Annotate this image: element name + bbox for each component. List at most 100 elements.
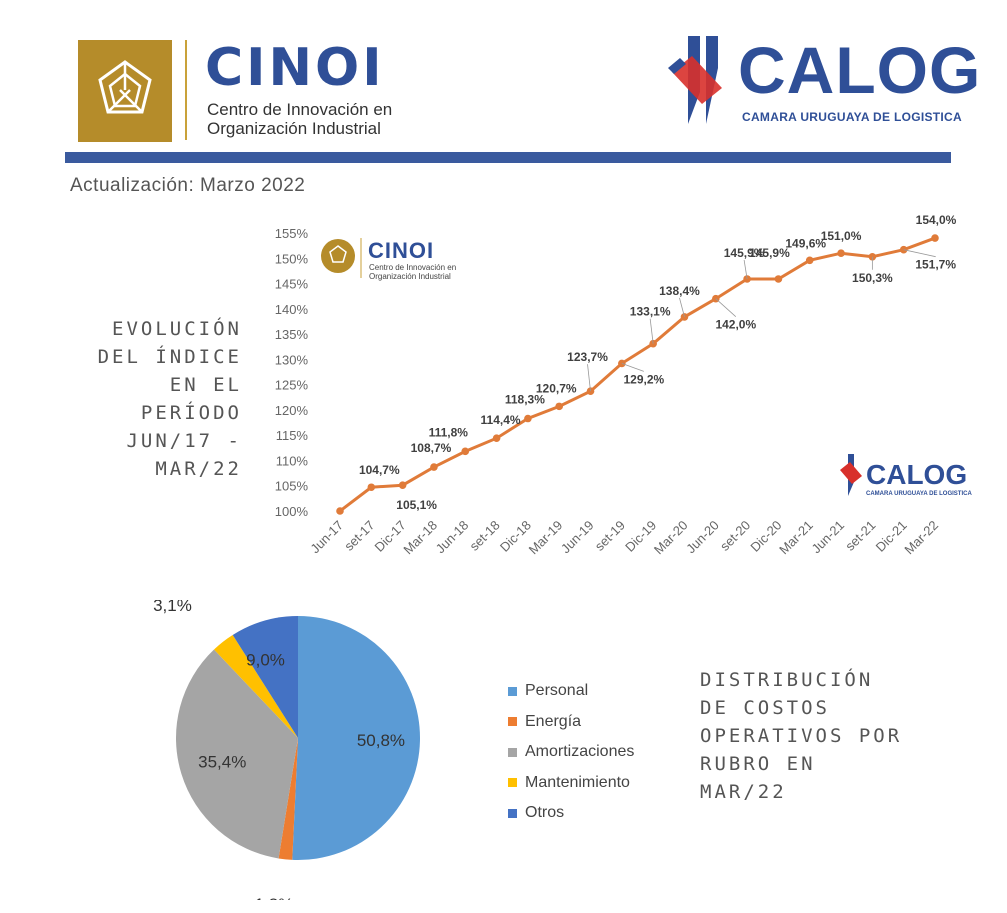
- line-point: [649, 339, 657, 348]
- line-title-line: DEL ÍNDICE: [97, 346, 242, 368]
- watermark-cinoi-name: CINOI: [368, 238, 434, 263]
- legend-label: Personal: [525, 682, 589, 700]
- data-label: 114,4%: [481, 413, 521, 427]
- legend-item: Energía: [508, 707, 634, 738]
- watermark-calog-icon-mark: [840, 462, 862, 484]
- pie-title-line: DE COSTOS: [700, 697, 830, 719]
- line-series: [339, 236, 936, 513]
- data-label: 154,0%: [916, 213, 957, 227]
- data-label-leader: [743, 259, 748, 280]
- data-label-leader: [587, 364, 591, 392]
- data-label: 151,0%: [821, 229, 862, 243]
- line-point: [492, 434, 501, 443]
- pie-slice: [292, 616, 421, 860]
- x-tick-label: set-21: [842, 518, 878, 554]
- y-tick-label: 155%: [275, 226, 309, 241]
- legend-label: Energía: [525, 712, 582, 730]
- y-tick-label: 115%: [276, 428, 309, 443]
- pie-slice: [213, 634, 298, 738]
- pie-chart-title: DISTRIBUCIÓN DE COSTOS OPERATIVOS POR RU…: [700, 666, 902, 806]
- line-point: [931, 234, 939, 242]
- x-tick-label: Mar-19: [526, 518, 566, 558]
- cinoi-subtitle-line2: Organización Industrial: [207, 119, 381, 138]
- calog-logo-icon: [668, 36, 722, 124]
- y-tick-label: 130%: [275, 352, 309, 367]
- x-tick-label: set-18: [467, 518, 503, 554]
- watermark-cinoi-icon: [321, 239, 355, 273]
- y-tick-label: 105%: [275, 479, 309, 494]
- line-point: [837, 249, 845, 258]
- watermark-cinoi-sub2: Organización Industrial: [369, 272, 451, 281]
- data-label-leader: [649, 318, 654, 344]
- legend-item: Amortizaciones: [508, 737, 634, 768]
- x-tick-label: Jun-21: [808, 518, 847, 557]
- data-label: 145,9%: [724, 246, 765, 260]
- data-label: 142,0%: [715, 318, 756, 332]
- data-label: 150,3%: [852, 271, 893, 285]
- y-tick-label: 125%: [275, 378, 309, 393]
- legend-swatch: [508, 808, 517, 818]
- pie-chart: 50,8% 1,8% 35,4% 3,1% 9,0%: [153, 600, 421, 900]
- watermark-cinoi-sub1: Centro de Innovación en: [369, 263, 456, 272]
- x-tick-label: set-17: [341, 518, 377, 554]
- line-point: [398, 481, 407, 490]
- update-date: Actualización: Marzo 2022: [70, 175, 306, 196]
- legend-swatch: [508, 717, 517, 727]
- pie-value-label: 9,0%: [246, 651, 285, 670]
- pie-title-line: RUBRO EN: [700, 753, 816, 775]
- line-point: [555, 402, 564, 411]
- line-point: [461, 447, 470, 456]
- calog-name: CALOG: [738, 33, 982, 107]
- y-tick-label: 145%: [275, 277, 309, 292]
- pie-value-label: 50,8%: [357, 731, 405, 750]
- data-label: 118,3%: [505, 393, 545, 407]
- x-tick-label: set-20: [717, 518, 753, 554]
- legend-swatch: [508, 778, 517, 788]
- pie-legend: Personal Energía Amortizaciones Mantenim…: [508, 676, 634, 829]
- data-label: 145,9%: [749, 246, 790, 260]
- calog-subtitle: CAMARA URUGUAYA DE LOGISTICA: [742, 110, 962, 124]
- legend-item: Personal: [508, 676, 634, 707]
- line-title-line: EN EL: [169, 374, 242, 396]
- line-point: [743, 275, 751, 283]
- line-point: [367, 483, 376, 492]
- legend-swatch: [508, 747, 517, 757]
- line-point: [524, 414, 532, 423]
- line-point: [336, 507, 344, 515]
- data-label-leader: [903, 249, 936, 258]
- line-point: [774, 275, 783, 283]
- data-label: 105,1%: [396, 498, 437, 512]
- line-title-line: EVOLUCIÓN: [112, 318, 242, 340]
- legend-label: Otros: [525, 804, 565, 822]
- line-chart: CINOI Centro de Innovación en Organizaci…: [275, 213, 973, 558]
- line-chart-title: EVOLUCIÓN DEL ÍNDICE EN EL PERÍODO JUN/1…: [98, 315, 242, 483]
- watermark-cinoi-icon-mark: [329, 245, 347, 263]
- legend-label: Amortizaciones: [525, 743, 635, 761]
- cinoi-subtitle: Centro de Innovación en Organización Ind…: [207, 100, 392, 138]
- data-label-leader: [621, 363, 644, 372]
- y-tick-label: 120%: [275, 403, 309, 418]
- legend-label: Mantenimiento: [525, 773, 630, 791]
- legend-item: Mantenimiento: [508, 768, 634, 799]
- data-label: 120,7%: [536, 381, 577, 395]
- data-label: 111,8%: [429, 425, 469, 439]
- x-tick-label: Jun-18: [433, 518, 472, 557]
- pie-title-line: OPERATIVOS POR: [700, 725, 903, 747]
- pie-title-line: DISTRIBUCIÓN: [700, 669, 874, 691]
- line-title-line: PERÍODO: [140, 402, 242, 424]
- cinoi-subtitle-line1: Centro de Innovación en: [207, 100, 393, 119]
- data-label: 108,7%: [411, 441, 452, 455]
- pie-value-label: 3,1%: [153, 600, 192, 615]
- watermark-calog-name: CALOG: [866, 459, 967, 490]
- data-label: 151,7%: [915, 258, 956, 272]
- y-tick-label: 135%: [275, 327, 309, 342]
- x-tick-label: Mar-21: [776, 518, 816, 558]
- pie-slice: [232, 616, 298, 738]
- x-tick-label: Jun-20: [683, 518, 722, 557]
- chart-watermarks: CINOI Centro de Innovación en Organizaci…: [321, 238, 972, 497]
- pie-slice: [278, 738, 298, 860]
- y-tick-label: 150%: [275, 251, 309, 266]
- data-label: 138,4%: [659, 284, 700, 298]
- x-tick-label: Mar-22: [901, 518, 941, 558]
- cinoi-name: CINOI: [205, 38, 385, 98]
